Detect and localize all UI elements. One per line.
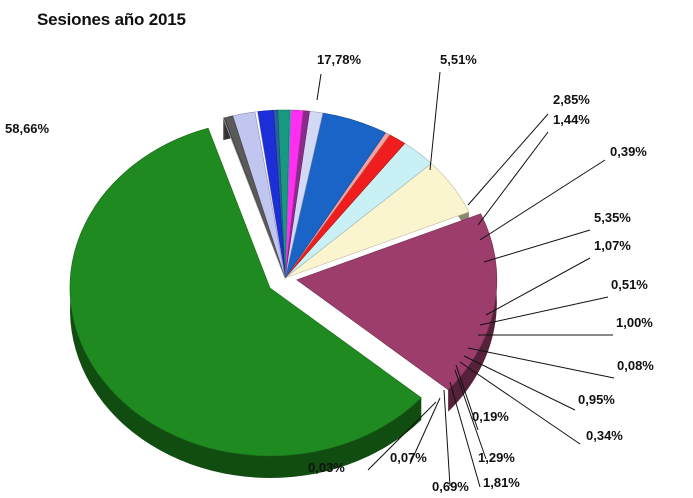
leader-line-2 (429, 71, 441, 171)
leader-line-11 (463, 355, 576, 411)
leader-line-1 (316, 73, 322, 101)
leader-line-18 (367, 401, 437, 471)
pie-slices (69, 109, 498, 457)
leader-line-4 (477, 131, 549, 226)
leader-line-14 (455, 364, 479, 431)
data-label-2: 5,51% (440, 52, 477, 67)
data-label-6: 5,35% (594, 210, 631, 225)
leader-line-10 (467, 347, 615, 379)
slice-side-0 (70, 128, 422, 478)
data-label-12: 0,34% (586, 428, 623, 443)
data-label-8: 0,51% (611, 277, 648, 292)
data-label-17: 0,07% (390, 450, 427, 465)
data-label-13: 1,29% (478, 450, 515, 465)
data-label-1: 17,78% (317, 52, 362, 67)
leader-line-12 (459, 361, 581, 445)
leader-line-16 (443, 389, 451, 487)
data-label-11: 0,95% (578, 392, 615, 407)
leader-lines (316, 71, 615, 488)
data-labels: 58,66% 17,78% 5,51% 2,85% 1,44% 0,39% 5,35% 1,0… (5, 52, 654, 494)
data-label-10: 0,08% (617, 358, 654, 373)
data-label-14: 0,19% (472, 409, 509, 424)
data-label-7: 1,07% (594, 238, 631, 253)
chart-title: Sesiones año 2015 (37, 10, 186, 29)
leader-line-13 (454, 369, 487, 460)
leader-line-15 (449, 381, 481, 488)
data-label-0: 58,66% (5, 121, 50, 136)
leader-line-17 (409, 397, 441, 465)
data-label-16: 0,69% (432, 479, 469, 494)
leader-line-8 (479, 296, 609, 326)
slice-side-17 (223, 117, 225, 141)
pie-slice-1 (296, 213, 498, 391)
data-label-4: 1,44% (553, 112, 590, 127)
leader-line-6 (483, 229, 591, 263)
data-label-18: 0,03% (308, 460, 345, 475)
leader-line-3 (467, 113, 549, 206)
data-label-3: 2,85% (553, 92, 590, 107)
data-label-5: 0,39% (610, 144, 647, 159)
pie-slice-0 (69, 127, 422, 457)
data-label-15: 1,81% (483, 475, 520, 490)
leader-line-7 (485, 257, 591, 316)
data-label-9: 1,00% (616, 315, 653, 330)
leader-line-5 (479, 159, 606, 241)
pie-slice-18 (222, 117, 286, 279)
